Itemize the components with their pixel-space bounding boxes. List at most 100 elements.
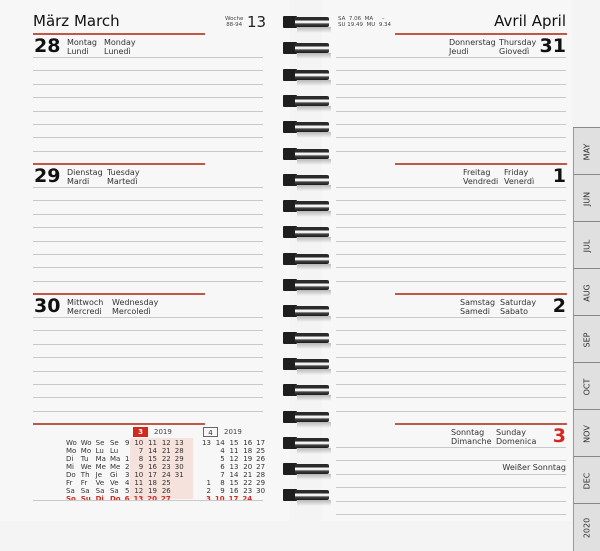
ruled-line — [33, 241, 263, 242]
month-tab-nov[interactable]: NOV — [573, 409, 600, 457]
mini-calendar-row: So Su Di Do 6 13 20 27 — [64, 495, 186, 503]
ruled-line — [336, 187, 566, 188]
mini-calendar-cell: 27 — [256, 463, 266, 471]
mini-calendar-cell: 6 — [220, 463, 225, 471]
ruled-line — [336, 281, 566, 282]
mini-calendar-cell: 10 — [134, 471, 144, 479]
mini-calendar-cell: 26 — [256, 455, 266, 463]
mini-calendar-cell: 17 — [148, 471, 157, 479]
month-tab-label: SEP — [582, 332, 592, 347]
day-number: 28 — [34, 35, 61, 57]
spiral-binding-ring — [283, 279, 331, 296]
mini-calendar-cell: 11 — [148, 439, 157, 447]
day-name-en-it: Wednesday Mercoledì — [112, 298, 158, 316]
spiral-binding-ring — [283, 437, 331, 454]
day-name-de-fr: Montag Lundi — [67, 38, 97, 56]
month-tab-label: 2020 — [582, 517, 592, 538]
mini-calendar-cell — [173, 495, 186, 503]
ruled-line — [33, 137, 263, 138]
moonset-time: 9.34 — [378, 22, 392, 28]
mini-calendar-march: Wo Wo Se Se 9 10 11 12 13 Mo Mo Lu Lu 7 14 21 28 Di Tu Ma Ma… — [64, 439, 186, 503]
day-name-fr: Lundi — [67, 47, 89, 56]
mini-calendar-cell: 24 — [242, 495, 253, 503]
ruled-line — [336, 447, 566, 448]
mini-calendar-april-year: 2019 — [224, 428, 242, 436]
mini-calendar-cell: 9 — [220, 487, 225, 495]
ruled-line — [33, 267, 263, 268]
mini-calendar-cell: 7 — [138, 447, 144, 455]
month-tab-dec[interactable]: DEC — [573, 456, 600, 504]
month-tab-may[interactable]: MAY — [573, 127, 600, 175]
month-title-right: Avril April — [494, 12, 566, 30]
week-range: 88-94 — [226, 22, 243, 28]
mini-calendar-week-row: Wo Wo Se Se 9 10 11 12 13 — [64, 439, 186, 447]
mini-calendar-row: Di Tu Ma Ma 1 8 15 22 29 — [64, 455, 186, 463]
day-name-it: Lunedì — [104, 47, 131, 56]
month-tab-sep[interactable]: SEP — [573, 315, 600, 363]
month-tab-oct[interactable]: OCT — [573, 362, 600, 410]
mini-calendar-cell: Ma — [95, 455, 106, 463]
mini-calendar-cell: 10 — [134, 439, 144, 447]
ruled-line — [33, 371, 263, 372]
mini-calendar-cell: 17 — [228, 495, 239, 503]
mini-calendar-cell: 2 — [206, 487, 211, 495]
mini-calendar-april: 13 14 15 16 17 4 11 18 25 5 12 19 26 6 13 20 27 7 14 21 28 1 8… — [200, 439, 267, 503]
mini-calendar-april-badge[interactable]: 4 — [203, 427, 218, 437]
day-name-en-it: Sunday Domenica — [496, 428, 536, 446]
mini-calendar-cell: 14 — [148, 447, 157, 455]
mini-calendar-cell: 6 — [124, 495, 130, 503]
mini-calendar-cell: 16 — [148, 463, 157, 471]
holiday-label: Weißer Sonntag — [502, 463, 566, 472]
day-name-fr: Mardi — [67, 177, 90, 186]
spiral-binding-ring — [283, 174, 331, 191]
month-tab-2020[interactable]: 2020 — [573, 503, 600, 551]
month-tab-label: OCT — [582, 378, 592, 395]
mini-calendar-cell: Di — [66, 455, 74, 463]
mini-calendar-march-badge[interactable]: 3 — [133, 427, 148, 437]
mini-calendar-cell — [200, 463, 213, 471]
day-name-fr: Vendredi — [463, 177, 499, 186]
spiral-binding-ring — [283, 332, 331, 349]
month-tab-jun[interactable]: JUN — [573, 174, 600, 222]
ruled-line — [336, 384, 566, 385]
mini-calendar-cell: 17 — [256, 439, 266, 447]
mini-calendar-week-row: 13 14 15 16 17 — [200, 439, 267, 447]
day-name-en: Monday — [104, 38, 136, 47]
mini-calendar-cell: Se — [109, 439, 119, 447]
mini-calendar-cell: 20 — [243, 463, 253, 471]
moonset-label: MU — [366, 22, 376, 28]
day-name-it: Martedì — [107, 177, 138, 186]
mini-calendar-cell: 31 — [174, 471, 184, 479]
month-tab-jul[interactable]: JUL — [573, 221, 600, 269]
mini-calendar-cell: 25 — [256, 447, 266, 455]
ruled-line — [336, 317, 566, 318]
ruled-line — [33, 384, 263, 385]
mini-calendar-cell: 5 — [125, 487, 130, 495]
mini-calendar-cell: 8 — [220, 479, 225, 487]
mini-calendar-cell: 26 — [161, 487, 171, 495]
ruled-line — [33, 200, 263, 201]
mini-calendar-cell: 3 — [125, 471, 130, 479]
mini-calendar-cell: 2 — [125, 463, 130, 471]
ruled-line — [336, 357, 566, 358]
mini-calendar-cell: We — [80, 463, 92, 471]
day-divider-red — [395, 163, 567, 165]
mini-calendar-cell: Gi — [109, 471, 118, 479]
mini-calendar-cell: 13 — [174, 439, 184, 447]
mini-calendar-cell: Lu — [95, 447, 104, 455]
mini-calendar-cell — [173, 479, 186, 487]
spiral-binding-ring — [283, 69, 331, 86]
ruled-line — [336, 124, 566, 125]
mini-calendar-cell: Mi — [66, 463, 74, 471]
ruled-line — [33, 111, 263, 112]
spiral-binding-ring — [283, 358, 331, 375]
month-tab-aug[interactable]: AUG — [573, 268, 600, 316]
mini-calendar-cell: 22 — [161, 455, 171, 463]
mini-calendar-cell: Sa — [109, 487, 119, 495]
mini-calendar-cell: 18 — [148, 479, 157, 487]
mini-calendar-cell: 30 — [174, 463, 184, 471]
mini-calendar-cell — [200, 455, 213, 463]
ruled-line — [33, 330, 263, 331]
day-divider-red — [33, 423, 205, 425]
day-number-sunday: 3 — [552, 425, 566, 447]
